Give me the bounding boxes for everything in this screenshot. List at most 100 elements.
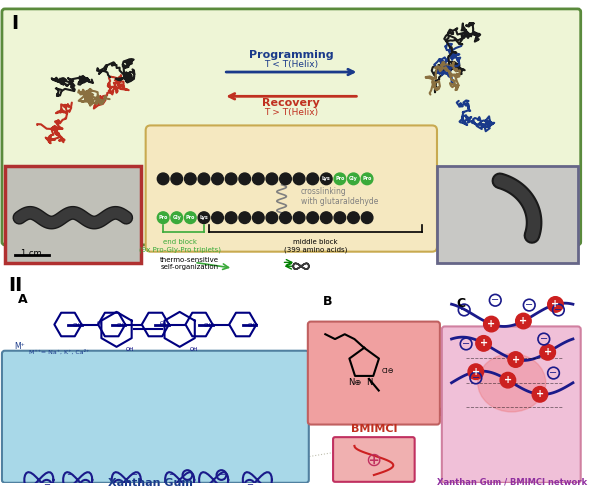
FancyBboxPatch shape — [146, 125, 437, 252]
Circle shape — [266, 173, 278, 185]
Text: O: O — [97, 320, 101, 325]
Text: +: + — [472, 367, 480, 377]
Circle shape — [253, 173, 264, 185]
Circle shape — [185, 212, 196, 223]
Text: −: − — [491, 295, 499, 305]
Circle shape — [253, 212, 264, 223]
Circle shape — [198, 212, 210, 223]
Circle shape — [171, 173, 182, 185]
Circle shape — [361, 212, 373, 223]
Circle shape — [515, 313, 531, 329]
Text: OH: OH — [126, 347, 134, 352]
Circle shape — [361, 173, 373, 185]
Text: end block
(9x Pro-Gly-Pro triplets): end block (9x Pro-Gly-Pro triplets) — [139, 239, 221, 252]
Text: 1 cm: 1 cm — [21, 249, 41, 258]
Circle shape — [484, 317, 499, 332]
Text: −: − — [67, 470, 73, 480]
Text: Recovery: Recovery — [262, 98, 320, 108]
Circle shape — [225, 212, 237, 223]
Text: +: + — [520, 316, 527, 326]
Text: Lys: Lys — [200, 215, 208, 220]
Text: Pro: Pro — [185, 215, 195, 220]
Circle shape — [334, 212, 346, 223]
Text: Xanthan Gum / BMIMCI network: Xanthan Gum / BMIMCI network — [437, 478, 587, 487]
FancyBboxPatch shape — [2, 9, 581, 245]
Circle shape — [476, 336, 491, 351]
Text: OH: OH — [204, 323, 211, 328]
Text: Lys: Lys — [322, 176, 331, 181]
Text: M⁺: M⁺ — [14, 342, 25, 351]
Circle shape — [266, 212, 278, 223]
Text: OH: OH — [116, 323, 124, 328]
Circle shape — [280, 212, 292, 223]
Text: OH: OH — [160, 323, 168, 328]
Text: M⁺⁺= Na⁺, K⁺, Ca²⁺: M⁺⁺= Na⁺, K⁺, Ca²⁺ — [29, 350, 89, 354]
Text: A: A — [17, 293, 27, 307]
Text: Xanthan Gum: Xanthan Gum — [108, 478, 193, 488]
Circle shape — [157, 173, 169, 185]
Text: +: + — [512, 354, 520, 364]
Text: −: − — [550, 368, 557, 378]
FancyBboxPatch shape — [442, 326, 581, 483]
Circle shape — [532, 387, 548, 402]
Circle shape — [171, 212, 182, 223]
Text: +: + — [479, 338, 488, 349]
Text: N⊕: N⊕ — [348, 378, 361, 387]
Text: −: − — [43, 480, 50, 489]
Text: +: + — [551, 299, 560, 310]
Circle shape — [293, 212, 305, 223]
Text: crosslinking
with glutaraldehyde: crosslinking with glutaraldehyde — [301, 187, 379, 206]
Text: B: B — [322, 295, 332, 309]
Text: O: O — [160, 320, 164, 325]
Circle shape — [198, 173, 210, 185]
Circle shape — [500, 372, 515, 388]
Circle shape — [157, 212, 169, 223]
Text: OH: OH — [73, 323, 80, 328]
Circle shape — [212, 173, 223, 185]
Circle shape — [239, 173, 251, 185]
Text: −: − — [472, 373, 480, 383]
Text: −: − — [131, 470, 137, 480]
Circle shape — [320, 212, 332, 223]
Text: −: − — [554, 305, 562, 315]
Text: T < T(Helix): T < T(Helix) — [264, 60, 319, 69]
Text: −: − — [169, 470, 175, 480]
Text: middle block
(399 amino acids): middle block (399 amino acids) — [284, 239, 347, 252]
Text: BMIMCI: BMIMCI — [350, 423, 397, 433]
Circle shape — [185, 173, 196, 185]
Text: Gly: Gly — [349, 176, 358, 181]
Circle shape — [280, 173, 292, 185]
Circle shape — [334, 173, 346, 185]
Text: II: II — [8, 276, 22, 295]
Text: Pro: Pro — [362, 176, 372, 181]
Text: OH: OH — [190, 347, 198, 352]
Circle shape — [239, 212, 251, 223]
Circle shape — [293, 173, 305, 185]
Text: −: − — [540, 334, 548, 344]
Circle shape — [548, 297, 563, 312]
FancyBboxPatch shape — [437, 166, 578, 263]
Circle shape — [225, 173, 237, 185]
Text: +: + — [544, 347, 552, 357]
Circle shape — [347, 212, 359, 223]
Circle shape — [307, 212, 319, 223]
Circle shape — [212, 212, 223, 223]
Circle shape — [320, 173, 332, 185]
Ellipse shape — [478, 353, 546, 412]
Text: Pro: Pro — [158, 215, 168, 220]
Text: thermo-sensitive
self-organization: thermo-sensitive self-organization — [160, 256, 219, 270]
FancyBboxPatch shape — [308, 321, 440, 424]
Text: I: I — [11, 14, 19, 33]
Text: −: − — [525, 300, 533, 310]
Text: Gly: Gly — [172, 215, 181, 220]
FancyBboxPatch shape — [5, 166, 141, 263]
Text: −: − — [246, 480, 253, 489]
Circle shape — [307, 173, 319, 185]
Text: +: + — [504, 375, 512, 385]
Text: −: − — [462, 339, 470, 349]
Text: T > T(Helix): T > T(Helix) — [264, 108, 319, 117]
Text: Programming: Programming — [249, 50, 334, 60]
FancyBboxPatch shape — [333, 437, 415, 482]
Circle shape — [508, 352, 523, 367]
Text: +: + — [536, 389, 544, 399]
